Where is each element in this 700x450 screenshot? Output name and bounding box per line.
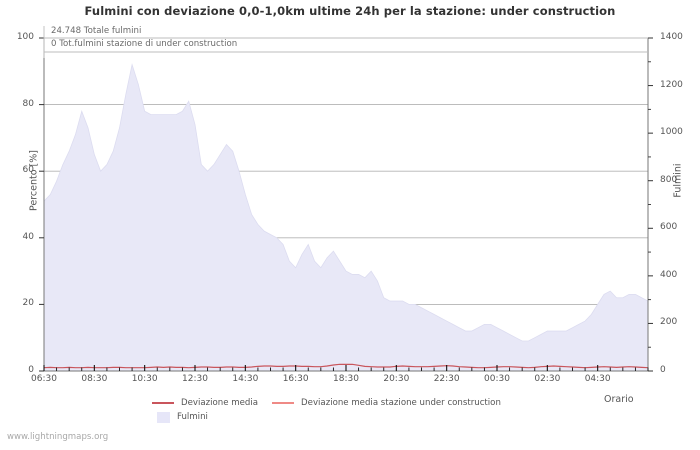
legend-item[interactable]: Fulmini (152, 411, 208, 423)
chart-legend: Deviazione media Deviazione media stazion… (152, 396, 515, 424)
x-axis-tick-label: 06:30 (31, 374, 57, 384)
y-axis-left-title: Percento [%] (28, 149, 40, 212)
x-axis-tick-label: 16:30 (282, 374, 309, 384)
x-axis-title: Orario (604, 394, 634, 405)
y-axis-left-tick-label: 60 (22, 165, 34, 176)
y-axis-left-tick-label: 20 (22, 298, 34, 309)
legend-label: Deviazione media (181, 398, 259, 408)
legend-area-swatch (157, 411, 170, 423)
legend-line-swatch (272, 401, 295, 405)
legend-item[interactable]: Deviazione media (152, 398, 258, 408)
x-axis-tick-label: 22:30 (433, 374, 460, 384)
legend-line-swatch (152, 401, 174, 405)
y-axis-left-tick-label: 80 (22, 98, 34, 109)
legend-label: Fulmini (177, 412, 208, 422)
y-axis-left-tick-label: 0 (28, 365, 34, 375)
y-axis-right-tick-label: 200 (660, 317, 678, 328)
y-axis-right-tick-label: 1400 (660, 32, 683, 42)
y-axis-right-tick-label: 1000 (660, 127, 683, 138)
x-axis-tick-label: 00:30 (484, 374, 510, 384)
x-axis-tick-label: 14:30 (232, 374, 259, 384)
x-axis-tick-label: 18:30 (333, 374, 359, 384)
y-axis-right-tick-label: 1200 (660, 79, 683, 90)
y-axis-left-tick-label: 40 (22, 231, 34, 242)
y-axis-right-tick-label: 800 (660, 174, 678, 185)
x-axis-tick-label: 02:30 (534, 374, 561, 384)
chart-title: Fulmini con deviazione 0,0-1,0km ultime … (84, 4, 616, 18)
x-axis-tick-label: 20:30 (383, 374, 410, 384)
y-axis-right-tick-label: 400 (660, 269, 678, 280)
y-axis-right-tick-label: 600 (660, 222, 678, 233)
x-axis-tick-label: 10:30 (131, 374, 158, 384)
legend-item[interactable]: Deviazione media stazione under construc… (272, 398, 501, 408)
x-axis-tick-label: 04:30 (584, 374, 611, 384)
y-axis-left-tick-label: 100 (16, 32, 34, 42)
y-axis-right-tick-label: 0 (660, 365, 666, 375)
legend-label: Deviazione media stazione under construc… (301, 398, 501, 408)
x-axis-tick-label: 12:30 (182, 374, 208, 384)
x-axis-tick-label: 08:30 (81, 374, 108, 384)
watermark-text: www.lightningmaps.org (7, 432, 109, 442)
